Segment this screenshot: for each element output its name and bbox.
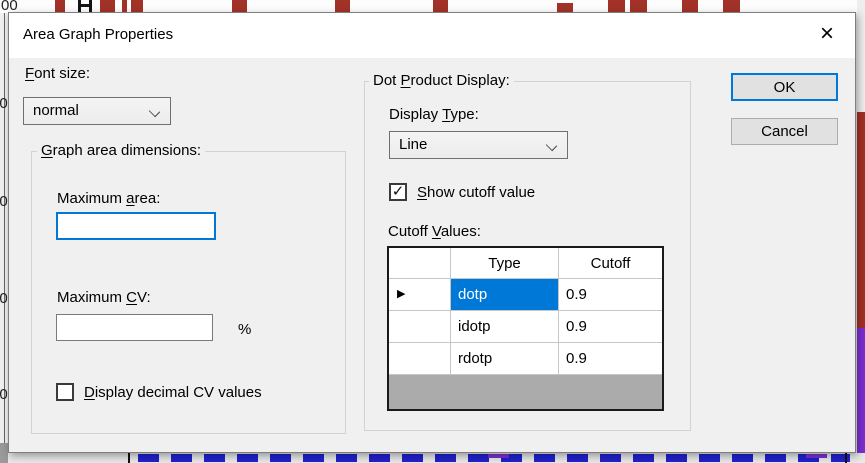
cutoff-values-table: Type Cutoff ▶ dotp 0.9 ▶ idotp 0.9 ▶ [387, 246, 664, 411]
display-type-label: Display Type: [389, 106, 479, 123]
cutoff-dashed-line [138, 454, 850, 462]
type-column-header: Type [451, 248, 559, 279]
table-header-row: Type Cutoff [389, 248, 662, 279]
close-icon[interactable]: × [819, 20, 834, 47]
y-axis-label: 20 [0, 386, 8, 403]
maximum-area-input[interactable] [56, 212, 216, 240]
dot-product-group-label: Dot Product Display: [369, 72, 514, 89]
type-cell[interactable]: idotp [451, 311, 559, 343]
maximum-cv-label: Maximum CV: [57, 289, 151, 306]
dash-purple [806, 454, 827, 458]
y-axis-label: 00 [1, 0, 18, 14]
font-size-label: Font size: [25, 65, 91, 82]
y-axis-label: 60 [0, 193, 8, 210]
display-decimal-cv-label[interactable]: Display decimal CV values [84, 384, 262, 401]
percent-label: % [238, 321, 252, 338]
chart-bar [55, 0, 65, 13]
chart-bar [682, 0, 698, 13]
row-selector-cell[interactable]: ▶ [389, 311, 451, 343]
row-selector-cell[interactable]: ▶ [389, 343, 451, 375]
table-row[interactable]: ▶ dotp 0.9 [389, 279, 662, 311]
cutoff-cell[interactable]: 0.9 [559, 279, 662, 311]
background-chart-top: 00 [0, 0, 865, 14]
graph-area-group-label: Graph area dimensions: [37, 142, 206, 159]
show-cutoff-checkbox[interactable]: ✓ [389, 183, 407, 201]
x-axis-tick [845, 450, 847, 463]
cutoff-cell[interactable]: 0.9 [559, 311, 662, 343]
chart-bar [557, 3, 573, 13]
font-size-value: normal [33, 102, 79, 119]
type-cell[interactable]: dotp [451, 279, 559, 311]
type-cell[interactable]: rdotp [451, 343, 559, 375]
chart-bar [630, 0, 647, 13]
maximum-cv-input[interactable] [56, 314, 213, 341]
ok-button[interactable]: OK [731, 73, 838, 101]
title-bar[interactable]: Area Graph Properties × [9, 13, 855, 58]
table-row[interactable]: ▶ rdotp 0.9 [389, 343, 662, 375]
show-cutoff-label[interactable]: Show cutoff value [417, 184, 536, 201]
chart-bar [857, 328, 865, 453]
display-type-dropdown[interactable]: Line [389, 131, 568, 159]
chart-bar [122, 0, 127, 13]
display-type-value: Line [399, 136, 428, 153]
current-row-arrow-icon: ▶ [397, 288, 406, 300]
chart-bar [723, 0, 740, 13]
font-size-dropdown[interactable]: normal [23, 97, 171, 125]
chart-bar [857, 112, 865, 328]
axis-corner [0, 443, 8, 463]
chart-bar [433, 0, 448, 13]
cutoff-column-header: Cutoff [559, 248, 662, 279]
chart-bar [232, 0, 247, 13]
chart-bar [131, 0, 143, 13]
checkmark-icon: ✓ [391, 182, 405, 200]
area-graph-properties-dialog: Area Graph Properties × Font size: norma… [8, 12, 856, 453]
cutoff-values-label: Cutoff Values: [388, 223, 481, 240]
table-row[interactable]: ▶ idotp 0.9 [389, 311, 662, 343]
chevron-down-icon [545, 139, 558, 152]
chart-bar [608, 0, 625, 13]
x-axis-tick [128, 447, 130, 463]
table-footer [389, 375, 662, 409]
row-selector-header [389, 248, 451, 279]
error-bar-icon [78, 0, 92, 13]
chart-bar [100, 0, 115, 13]
y-axis-line [4, 13, 5, 445]
display-decimal-cv-checkbox[interactable]: ✓ [56, 383, 74, 401]
dash-purple [488, 454, 509, 458]
maximum-area-label: Maximum area: [57, 190, 161, 207]
chart-bar [335, 0, 350, 13]
cutoff-cell[interactable]: 0.9 [559, 343, 662, 375]
background-y-axis: 80 60 40 20 [0, 13, 8, 453]
y-axis-label: 40 [0, 290, 8, 307]
dot-product-groupbox [364, 81, 691, 431]
dialog-title: Area Graph Properties [23, 26, 174, 43]
chevron-down-icon [148, 105, 161, 118]
row-selector-cell[interactable]: ▶ [389, 279, 451, 311]
background-chart-right [857, 0, 865, 463]
y-axis-label: 80 [0, 95, 8, 112]
cancel-button[interactable]: Cancel [731, 118, 838, 145]
